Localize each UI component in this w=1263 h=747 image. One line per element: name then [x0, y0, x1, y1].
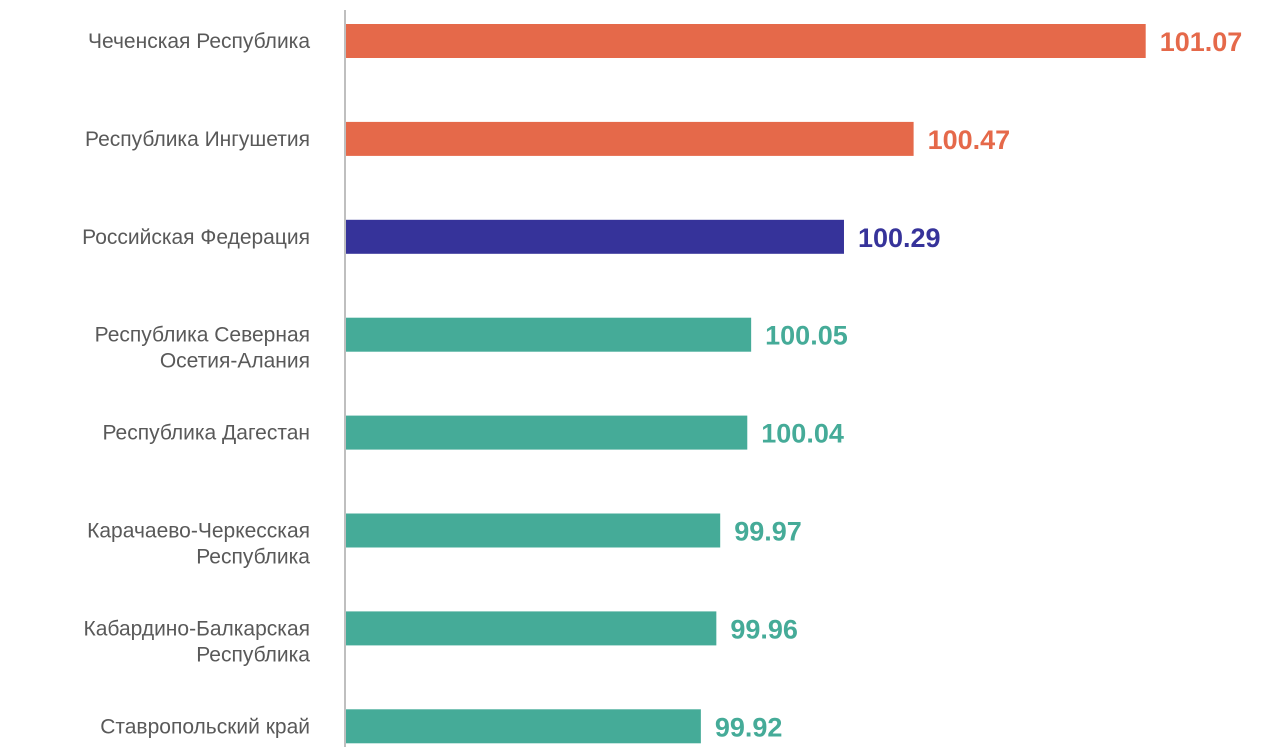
bar [345, 121, 914, 156]
value-label: 100.47 [928, 125, 1011, 155]
category-label: Республика Северная Осетия-Алания [95, 324, 310, 373]
value-label: 99.92 [715, 712, 783, 742]
bar [345, 611, 717, 646]
category-label: Карачаево-Черкесская Республика [87, 520, 310, 569]
bar [345, 219, 844, 254]
category-label: Кабардино-Балкарская Республика [83, 617, 310, 666]
category-label: Республика Ингушетия [85, 128, 310, 151]
category-label: Республика Дагестан [102, 422, 310, 445]
category-label: Российская Федерация [82, 226, 310, 249]
value-label: 99.96 [730, 614, 798, 644]
bar [345, 709, 701, 744]
value-label: 99.97 [734, 517, 802, 547]
value-label: 101.07 [1160, 27, 1243, 57]
bar [345, 415, 748, 450]
bar [345, 24, 1146, 58]
bar [345, 317, 752, 352]
category-label: Ставропольский край [100, 715, 310, 738]
value-label: 100.05 [765, 321, 848, 351]
value-label: 100.04 [761, 419, 844, 449]
category-label: Чеченская Республика [88, 30, 310, 53]
bar [345, 513, 721, 548]
value-label: 100.29 [858, 223, 941, 253]
